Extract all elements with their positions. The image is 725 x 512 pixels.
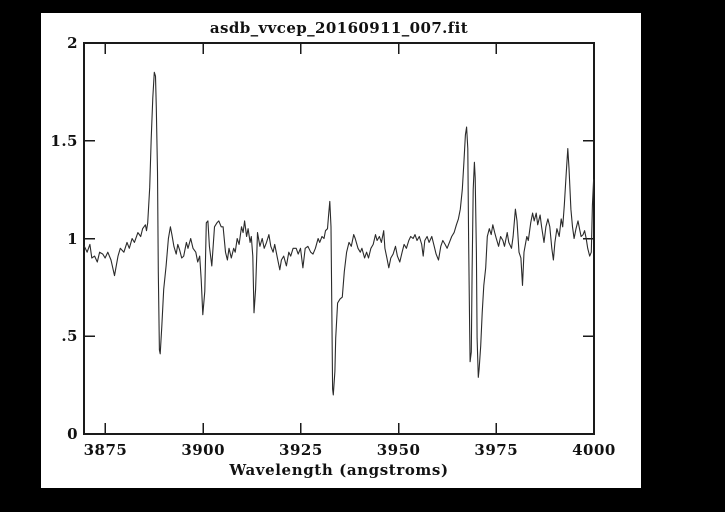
y-tick-label: 1 — [67, 229, 78, 248]
x-tick-label: 4000 — [572, 441, 616, 459]
plot-canvas: asdb_vvcep_20160911_007.fit Wavelength (… — [41, 13, 641, 488]
y-tick-label: 0 — [67, 425, 78, 443]
y-tick-label: .5 — [61, 327, 78, 346]
x-tick-label: 3875 — [83, 441, 128, 459]
axes-box — [83, 42, 595, 435]
x-axis-title: Wavelength (angstroms) — [229, 461, 449, 479]
x-tick-label: 3950 — [376, 441, 421, 459]
x-tick-label: 3925 — [279, 441, 323, 459]
x-tick-label: 3975 — [474, 441, 519, 459]
spectrum-line — [83, 71, 595, 396]
chart-title: asdb_vvcep_20160911_007.fit — [209, 19, 469, 37]
spectrum-plot — [83, 42, 595, 435]
y-tick-label: 1.5 — [50, 131, 78, 150]
x-tick-label: 3900 — [181, 441, 226, 459]
y-tick-label: 2 — [67, 34, 78, 52]
